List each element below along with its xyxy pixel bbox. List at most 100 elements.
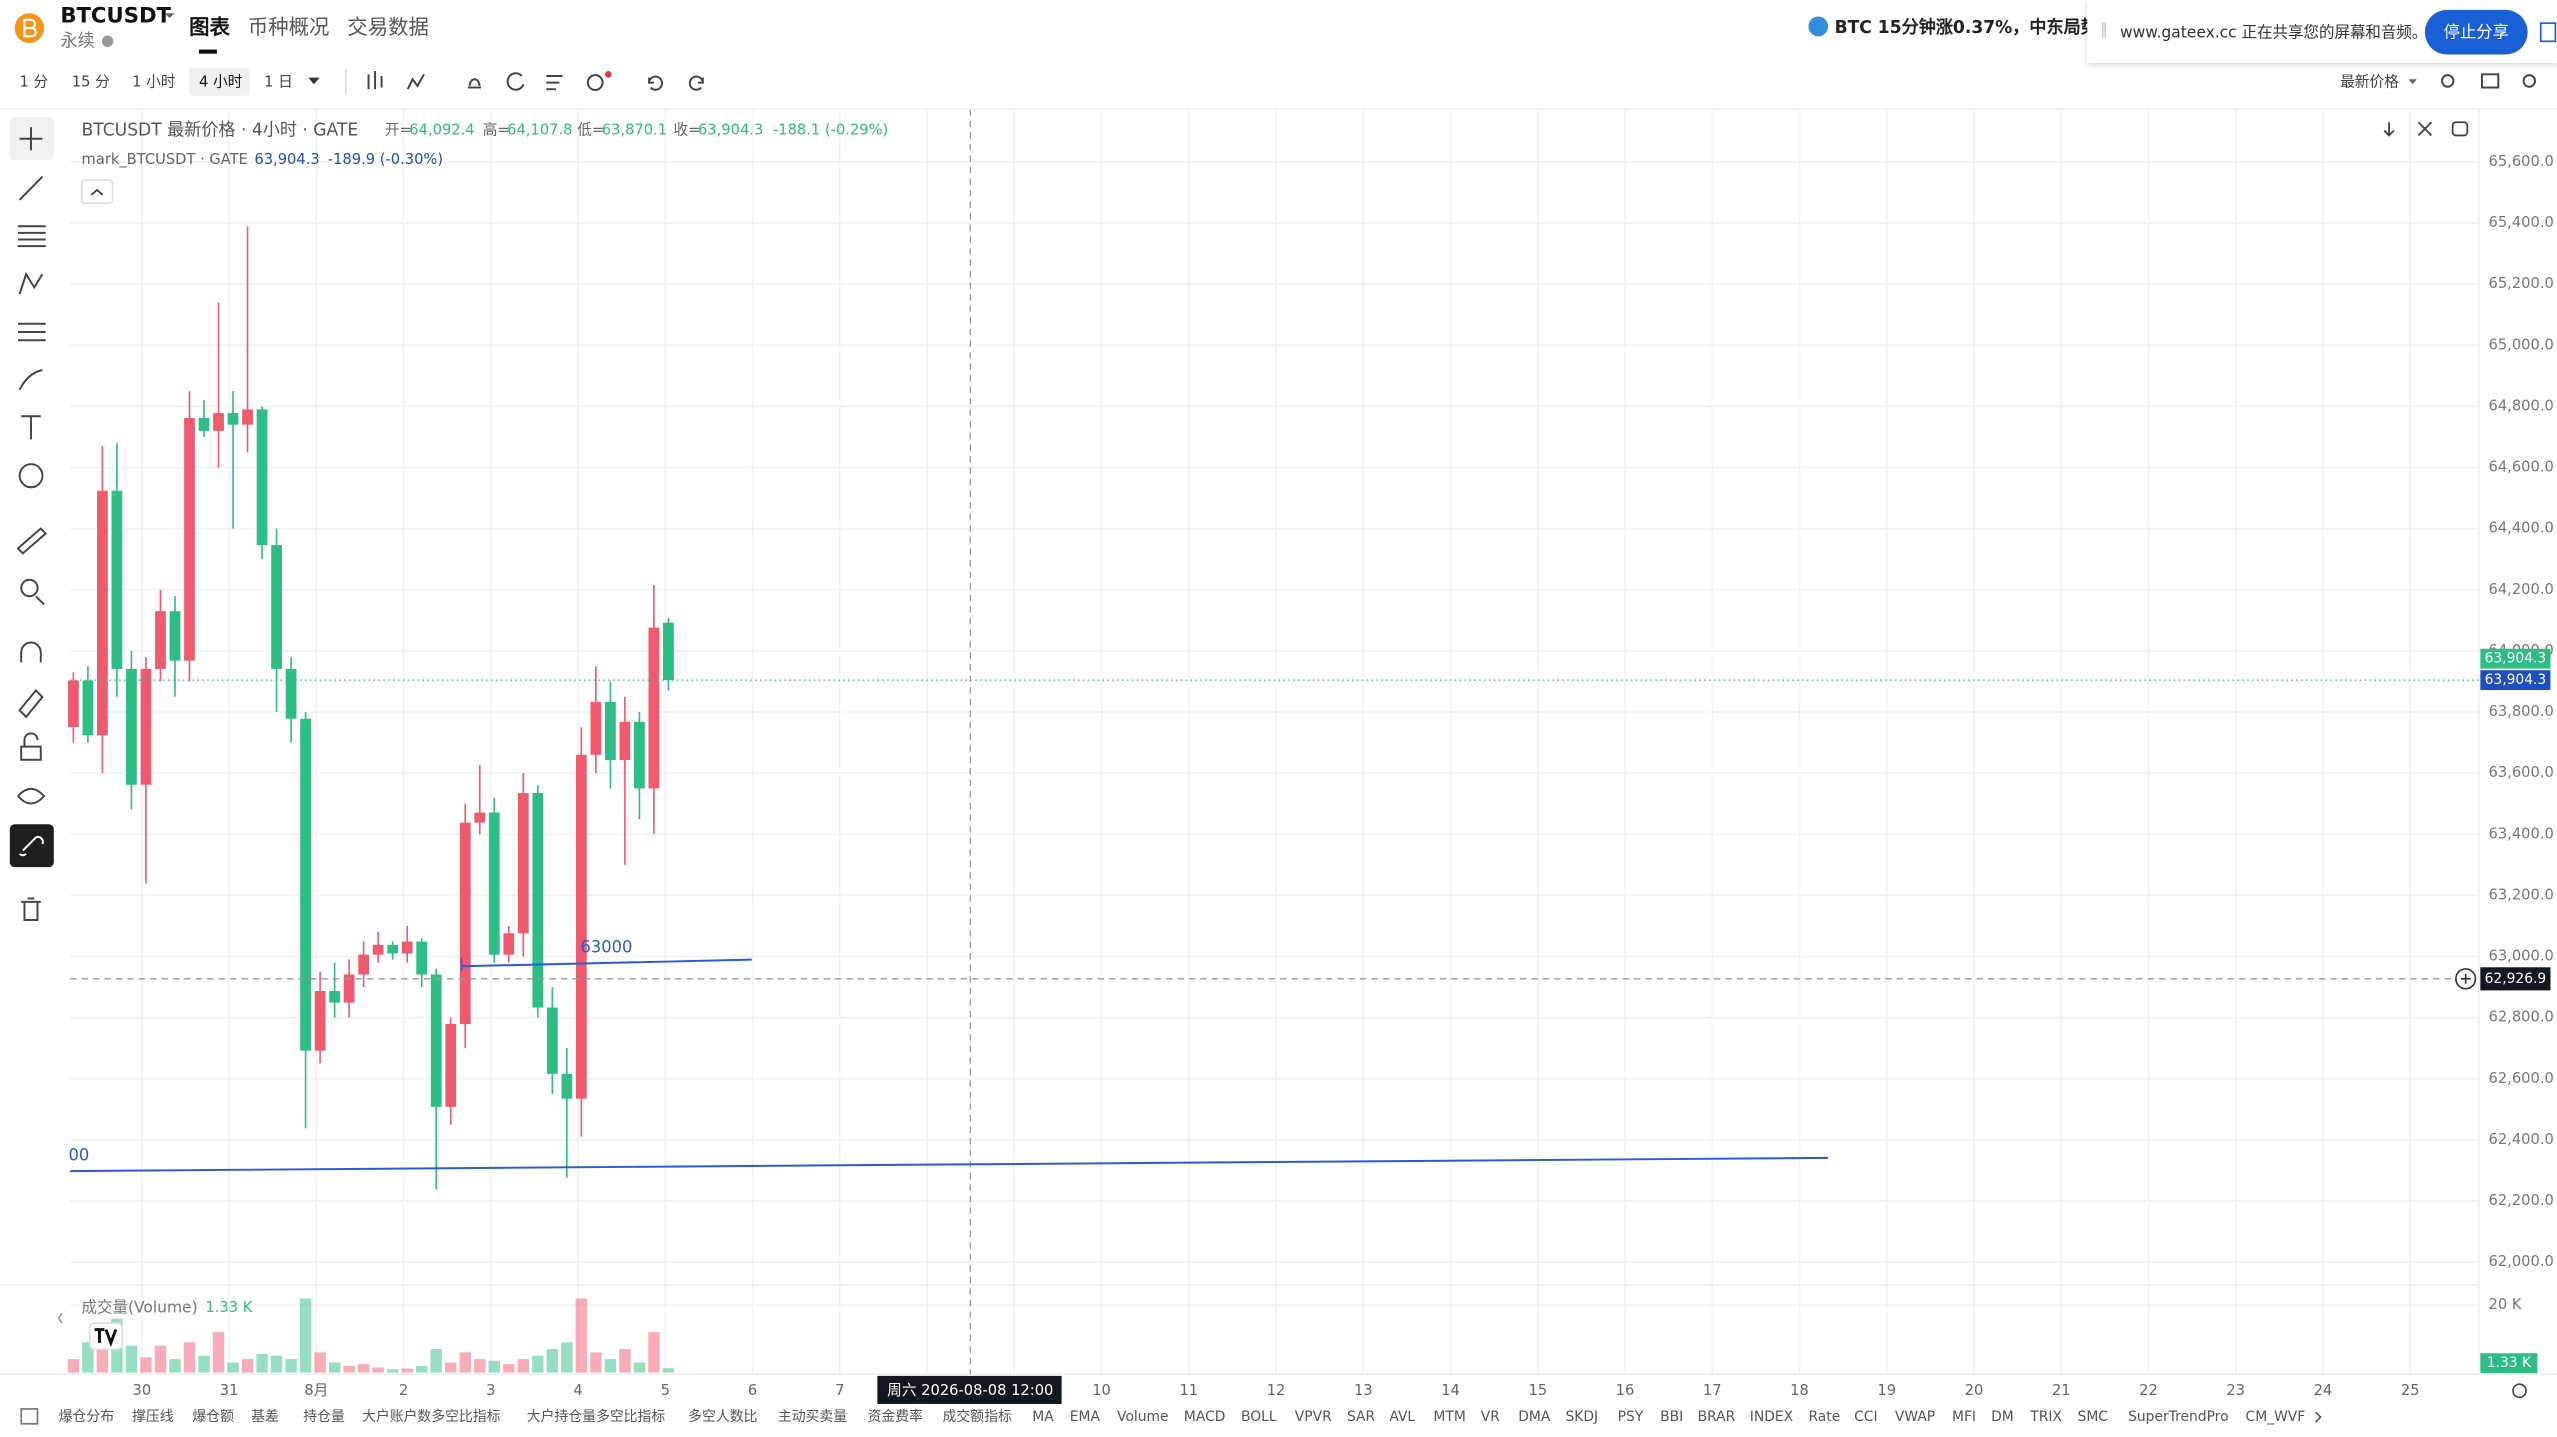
info-icon[interactable] <box>101 35 114 48</box>
collapse-pane-button[interactable] <box>2417 121 2433 137</box>
stop-share-label[interactable]: 停止分享 <box>2444 22 2509 41</box>
indicator[interactable]: VPVR <box>1295 1409 1332 1425</box>
indicator[interactable]: 爆仓额 <box>192 1409 234 1425</box>
search-button[interactable] <box>2441 74 2455 88</box>
drawing-tool[interactable] <box>18 271 44 295</box>
interval[interactable]: 1 分 <box>20 74 49 91</box>
scroll-button[interactable] <box>2383 122 2395 137</box>
tab[interactable]: 币种概况 <box>248 15 329 39</box>
indicator[interactable]: BOLL <box>1241 1409 1277 1425</box>
add-button[interactable] <box>586 74 604 92</box>
indicator[interactable]: AVL <box>1389 1409 1415 1425</box>
indicator[interactable]: VWAP <box>1895 1409 1935 1425</box>
drawing-tool[interactable] <box>17 225 46 248</box>
stop-share-button[interactable] <box>2424 9 2528 55</box>
maximize-button[interactable] <box>2451 121 2469 137</box>
calendar-icon[interactable] <box>20 1408 39 1425</box>
chart-type-button[interactable] <box>367 71 383 90</box>
candle-body <box>285 668 297 719</box>
indicator[interactable]: 大户持仓量多空比指标 <box>527 1408 666 1425</box>
interval[interactable]: 1 日 <box>264 74 293 91</box>
indicator[interactable]: MTM <box>1433 1409 1465 1425</box>
collapse-button[interactable] <box>80 179 114 204</box>
indicator[interactable]: 爆仓分布 <box>59 1409 114 1425</box>
tab[interactable]: 交易数据 <box>347 15 428 39</box>
indicator[interactable]: SAR <box>1347 1409 1375 1425</box>
indicator[interactable]: DMA <box>1518 1409 1551 1425</box>
drawing-tool[interactable] <box>16 527 48 555</box>
drawing-tool[interactable] <box>18 176 44 201</box>
indicator[interactable]: VR <box>1481 1409 1500 1425</box>
interval-dropdown[interactable] <box>308 77 320 85</box>
x-tick-label: 11 <box>1179 1382 1198 1399</box>
indicator[interactable]: 基差 <box>251 1408 279 1425</box>
indicator[interactable]: MA <box>1032 1409 1054 1425</box>
drawing-tool[interactable] <box>20 578 45 606</box>
indicator[interactable]: 大户账户数多空比指标 <box>362 1408 501 1425</box>
indicator[interactable]: CCI <box>1854 1409 1877 1425</box>
drawing-tool[interactable] <box>21 415 41 440</box>
drawing-tool[interactable] <box>17 787 46 805</box>
news[interactable]: BTC 15分钟涨0.37%，中东局势升 <box>1835 17 2115 38</box>
indicator[interactable]: MACD <box>1184 1409 1226 1425</box>
symbol[interactable]: BTCUSDT <box>60 3 171 28</box>
drawing-tool[interactable] <box>18 463 44 489</box>
drawing-tool[interactable] <box>18 369 43 391</box>
indicator[interactable]: 主动买卖量 <box>778 1409 847 1425</box>
symbol-dropdown[interactable] <box>164 13 175 19</box>
price-type[interactable]: 最新价格 <box>2340 74 2399 91</box>
drawing-tool[interactable] <box>18 688 44 719</box>
interval[interactable]: 1 小时 <box>132 74 176 91</box>
candle-body <box>561 1073 573 1099</box>
annotation[interactable]: 63000 <box>581 938 633 957</box>
redo-button[interactable] <box>688 75 704 91</box>
indicator[interactable]: SKDJ <box>1566 1409 1599 1425</box>
indicator[interactable]: DM <box>1991 1409 2014 1425</box>
hide-icon[interactable] <box>2539 22 2557 43</box>
trend-line[interactable] <box>461 958 752 968</box>
indicator-button[interactable] <box>406 73 425 90</box>
indicator[interactable]: CM_WVF <box>2246 1409 2306 1425</box>
indicator[interactable]: SMC <box>2078 1409 2108 1425</box>
price-type-dropdown[interactable] <box>2408 79 2417 85</box>
drawing-tool[interactable] <box>20 641 42 663</box>
annotation[interactable]: 00 <box>68 1146 89 1165</box>
drawing-tool[interactable] <box>18 835 44 857</box>
pane-handle[interactable] <box>57 1312 63 1324</box>
trend-line[interactable] <box>70 1156 1829 1173</box>
indicator[interactable]: MFI <box>1952 1409 1976 1425</box>
indicator[interactable]: 成交额指标 <box>943 1408 1012 1425</box>
settings-button[interactable] <box>2522 74 2536 88</box>
indicator[interactable]: PSY <box>1618 1409 1644 1425</box>
indicator[interactable]: TRIX <box>2029 1409 2062 1425</box>
indicator[interactable]: INDEX <box>1750 1409 1794 1425</box>
screenshot-button[interactable] <box>2481 73 2500 89</box>
replay-button[interactable] <box>506 72 525 91</box>
template-button[interactable] <box>546 74 563 91</box>
indicator[interactable]: 资金费率 <box>868 1408 923 1425</box>
drawing-tool[interactable] <box>19 127 43 151</box>
drawing-tool[interactable] <box>17 322 46 342</box>
indicator[interactable]: EMA <box>1070 1409 1101 1425</box>
indicator[interactable]: BBI <box>1660 1409 1683 1425</box>
indicator[interactable]: 持仓量 <box>303 1409 345 1425</box>
more-arrow[interactable] <box>2315 1411 2322 1423</box>
indicator[interactable]: SuperTrendPro <box>2128 1409 2228 1425</box>
drawing-tool[interactable] <box>21 897 41 922</box>
indicator[interactable]: 多空人数比 <box>688 1408 757 1425</box>
y-tick-label: 65,200.0 <box>2489 275 2554 292</box>
interval[interactable]: 15 分 <box>72 74 110 91</box>
y-tick-label: 65,000.0 <box>2489 336 2554 353</box>
indicator[interactable]: Rate <box>1808 1409 1840 1425</box>
drawing-tool[interactable] <box>20 732 42 761</box>
indicator[interactable]: Volume <box>1117 1409 1169 1425</box>
volume-tag-label: 1.33 K <box>2487 1355 2532 1371</box>
indicator[interactable]: BRAR <box>1698 1409 1736 1425</box>
tab[interactable]: 图表 <box>189 15 230 39</box>
interval[interactable]: 4 小时 <box>199 74 243 91</box>
indicator[interactable]: 撑压线 <box>132 1409 174 1425</box>
axis-settings[interactable] <box>2512 1383 2527 1399</box>
undo-button[interactable] <box>648 75 663 91</box>
legend-ohlc-label: 开= <box>385 121 412 138</box>
alert-button[interactable] <box>468 78 482 89</box>
